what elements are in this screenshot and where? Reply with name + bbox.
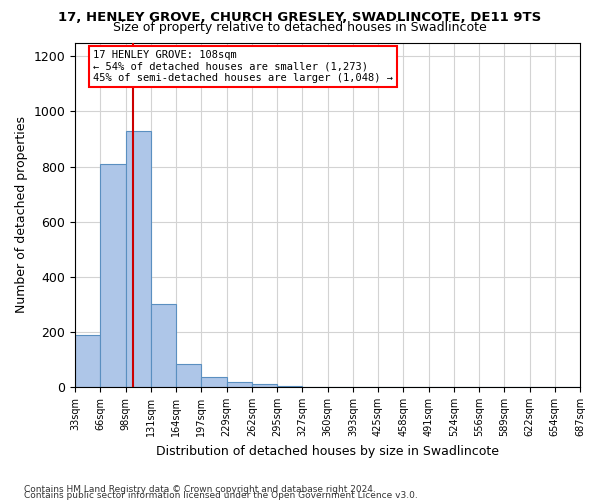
Text: Contains public sector information licensed under the Open Government Licence v3: Contains public sector information licen…: [24, 490, 418, 500]
Text: 17 HENLEY GROVE: 108sqm
← 54% of detached houses are smaller (1,273)
45% of semi: 17 HENLEY GROVE: 108sqm ← 54% of detache…: [93, 50, 393, 84]
Bar: [227, 382, 252, 387]
Y-axis label: Number of detached properties: Number of detached properties: [15, 116, 28, 314]
Bar: [328, 386, 353, 387]
Bar: [202, 378, 227, 387]
Bar: [100, 164, 125, 387]
Bar: [151, 304, 176, 387]
X-axis label: Distribution of detached houses by size in Swadlincote: Distribution of detached houses by size …: [156, 444, 499, 458]
Text: Size of property relative to detached houses in Swadlincote: Size of property relative to detached ho…: [113, 22, 487, 35]
Text: Contains HM Land Registry data © Crown copyright and database right 2024.: Contains HM Land Registry data © Crown c…: [24, 484, 376, 494]
Bar: [302, 386, 328, 387]
Text: 17, HENLEY GROVE, CHURCH GRESLEY, SWADLINCOTE, DE11 9TS: 17, HENLEY GROVE, CHURCH GRESLEY, SWADLI…: [58, 11, 542, 24]
Bar: [252, 384, 277, 387]
Bar: [75, 334, 100, 387]
Bar: [176, 364, 202, 387]
Bar: [277, 386, 302, 387]
Bar: [125, 130, 151, 387]
